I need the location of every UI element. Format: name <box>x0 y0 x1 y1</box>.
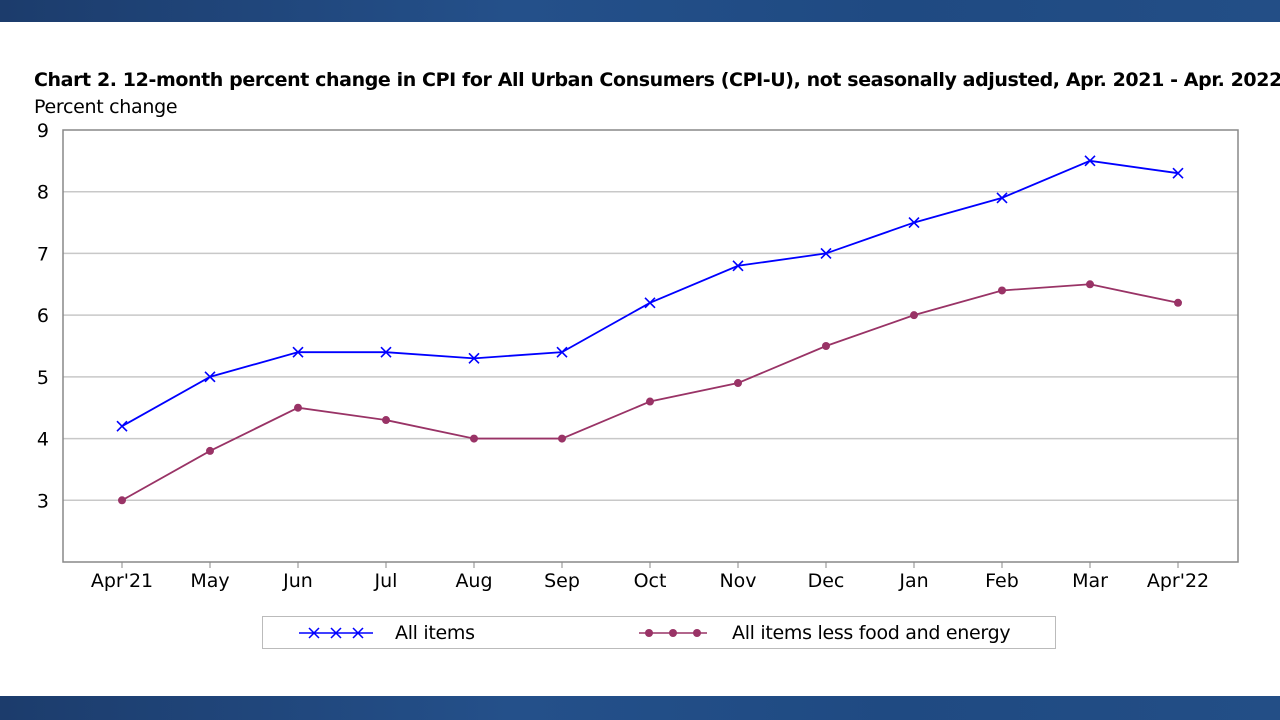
legend-label-core: All items less food and energy <box>732 622 1011 644</box>
data-point-all-items <box>732 260 744 272</box>
x-tick-label: Apr'21 <box>91 570 153 592</box>
y-tick-label: 8 <box>37 182 49 204</box>
data-point-all-items <box>644 297 656 309</box>
data-point-all-items <box>908 217 920 229</box>
data-point-core <box>910 311 918 320</box>
data-point-all-items <box>380 346 392 358</box>
x-tick-label: Jul <box>374 570 398 592</box>
y-axis-label: Percent change <box>34 96 178 118</box>
data-point-core <box>646 397 654 406</box>
data-point-core <box>1174 298 1182 307</box>
data-point-all-items <box>468 352 480 364</box>
x-tick-label: Jan <box>898 570 928 592</box>
data-point-all-items <box>820 247 832 259</box>
x-tick-label: Feb <box>985 570 1019 592</box>
y-tick-label: 6 <box>37 305 49 327</box>
x-tick-label: Mar <box>1072 570 1108 592</box>
x-tick-label: Jun <box>282 570 313 592</box>
chart-title: Chart 2. 12-month percent change in CPI … <box>34 69 1280 91</box>
data-point-core <box>470 434 478 443</box>
y-tick-label: 5 <box>37 367 49 389</box>
data-point-all-items <box>1172 167 1184 179</box>
y-tick-label: 3 <box>37 490 49 512</box>
x-tick-label: Sep <box>544 570 580 592</box>
series-line-0 <box>121 159 1179 428</box>
legend-core-marker <box>639 629 707 637</box>
data-point-core <box>558 434 566 443</box>
x-tick-label: Oct <box>634 570 667 592</box>
x-tick-label: Aug <box>455 570 492 592</box>
plot-frame <box>62 129 1239 563</box>
top-banner <box>0 0 1280 22</box>
y-tick-label: 7 <box>37 243 49 265</box>
data-point-core <box>998 286 1006 295</box>
x-tick-label: Nov <box>719 570 756 592</box>
data-point-core <box>734 379 742 388</box>
data-point-all-items <box>996 192 1008 204</box>
data-point-all-items <box>556 346 568 358</box>
data-point-all-items <box>116 420 128 432</box>
data-point-core <box>1086 280 1094 289</box>
legend-all-items-marker <box>299 627 373 639</box>
data-point-core <box>822 342 830 350</box>
bottom-banner <box>0 696 1280 720</box>
x-tick-label: Dec <box>808 570 845 592</box>
data-point-core <box>118 496 126 505</box>
data-point-all-items <box>292 346 304 358</box>
y-tick-label: 9 <box>37 120 49 142</box>
x-tick-label: Apr'22 <box>1147 570 1209 592</box>
legend: All items All items less food and energy <box>262 616 1056 649</box>
data-point-all-items <box>204 371 216 383</box>
x-tick-label: May <box>190 570 229 592</box>
legend-label-all-items: All items <box>395 622 475 644</box>
data-point-core <box>382 416 390 425</box>
data-point-all-items <box>1084 155 1096 167</box>
y-tick-label: 4 <box>37 429 49 451</box>
data-point-core <box>294 403 302 412</box>
series-line-1 <box>121 283 1179 502</box>
data-point-core <box>206 446 214 455</box>
